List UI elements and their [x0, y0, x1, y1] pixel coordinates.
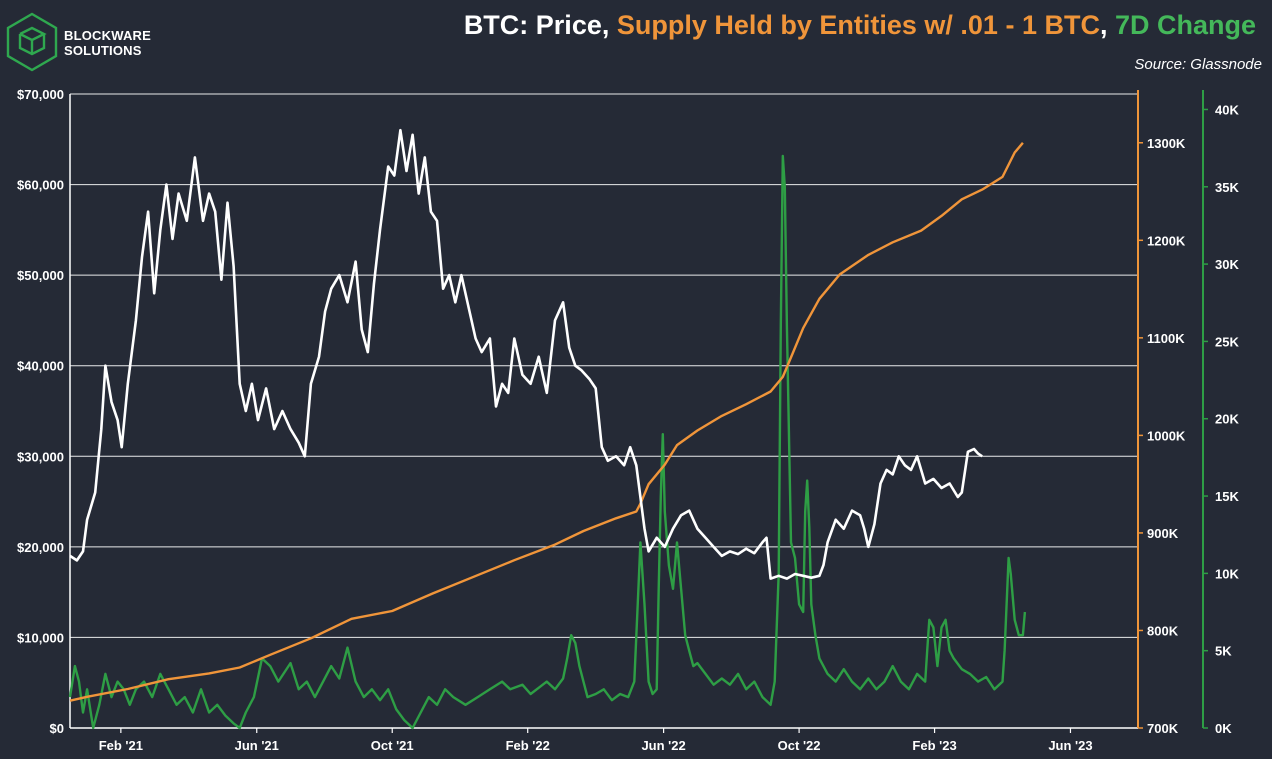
- x-tick-label: Oct '22: [778, 738, 821, 753]
- x-tick-label: Oct '21: [371, 738, 414, 753]
- title-part-change: 7D Change: [1114, 10, 1256, 40]
- chart-title: BTC: Price, Supply Held by Entities w/ .…: [464, 10, 1256, 41]
- y-tick-label: $30,000: [17, 449, 64, 464]
- change-tick-label: 0K: [1215, 721, 1232, 736]
- x-tick-label: Jun '22: [641, 738, 685, 753]
- change-tick-label: 15K: [1215, 489, 1239, 504]
- source-label: Source: Glassnode: [1134, 56, 1262, 73]
- change-tick-label: 10K: [1215, 566, 1239, 581]
- change-tick-label: 5K: [1215, 644, 1232, 659]
- x-tick-label: Jun '21: [235, 738, 279, 753]
- y-tick-label: $70,000: [17, 87, 64, 102]
- gridlines: [70, 93, 1138, 729]
- change-tick-label: 35K: [1215, 180, 1239, 195]
- supply-tick-label: 700K: [1147, 721, 1179, 736]
- y-tick-label: $50,000: [17, 268, 64, 283]
- change-tick-label: 40K: [1215, 102, 1239, 117]
- title-part-price: BTC: Price,: [463, 10, 617, 40]
- supply-tick-label: 900K: [1147, 526, 1179, 541]
- x-tick-label: Feb '21: [99, 738, 143, 753]
- brand-line-1: BLOCKWARE: [64, 28, 152, 43]
- y-tick-label: $20,000: [17, 540, 64, 555]
- y-tick-label: $40,000: [17, 359, 64, 374]
- supply-tick-label: 1200K: [1147, 233, 1186, 248]
- x-tick-label: Feb '23: [912, 738, 956, 753]
- change-tick-label: 20K: [1215, 412, 1239, 427]
- y-tick-label: $0: [50, 721, 64, 736]
- y-tick-label: $60,000: [17, 178, 64, 193]
- y-tick-label: $10,000: [17, 630, 64, 645]
- change-line: [68, 154, 1027, 730]
- blockware-logo: [6, 12, 58, 72]
- x-tick-label: Feb '22: [506, 738, 550, 753]
- brand-line-2: SOLUTIONS: [64, 43, 142, 58]
- title-part-supply: Supply Held by Entities w/ .01 - 1 BTC: [616, 10, 1100, 40]
- x-tick-label: Jun '23: [1048, 738, 1092, 753]
- supply-tick-label: 1100K: [1147, 331, 1185, 346]
- supply-tick-label: 1300K: [1147, 136, 1186, 151]
- change-tick-label: 25K: [1215, 334, 1239, 349]
- series-layer: [68, 128, 1027, 730]
- tick-labels: $0 $10,000 $20,000 $30,000 $40,000 $50,000 $60…: [17, 87, 1239, 753]
- logo-mark-icon: [6, 12, 58, 72]
- supply-line: [69, 142, 1024, 702]
- supply-tick-label: 1000K: [1147, 428, 1186, 443]
- change-tick-label: 30K: [1215, 257, 1239, 272]
- title-part-comma: ,: [1099, 10, 1115, 40]
- supply-tick-label: 800K: [1147, 623, 1179, 638]
- price-line: [69, 128, 983, 580]
- brand-name: BLOCKWARE SOLUTIONS: [64, 28, 151, 58]
- axes: [69, 90, 1208, 733]
